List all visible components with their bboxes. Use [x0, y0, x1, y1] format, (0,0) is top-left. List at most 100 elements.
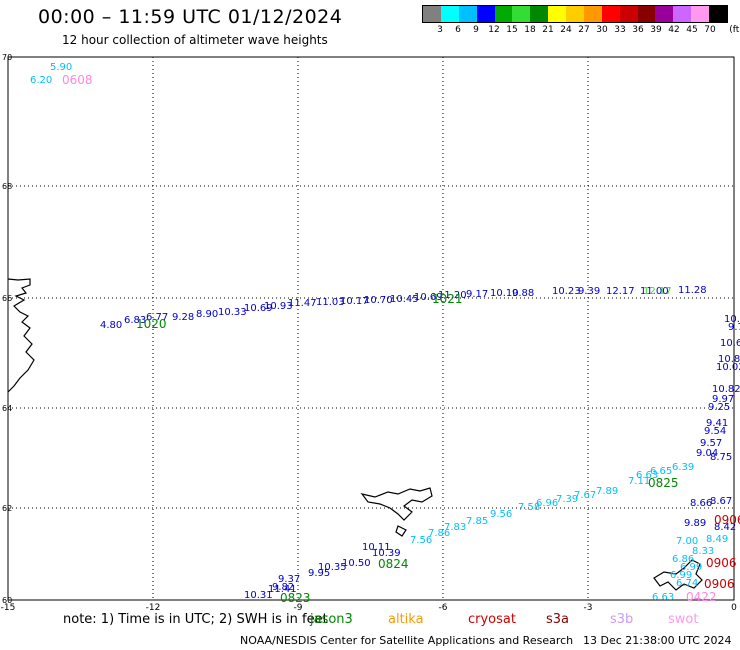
legend-unit-label: (ft)	[729, 25, 740, 35]
altimeter-track: 5.90 6.20	[30, 62, 72, 86]
coastlines	[7, 278, 703, 591]
latitude-label: 68	[2, 182, 12, 191]
legend-tick-label: 45	[686, 25, 698, 35]
coastline-shetland	[653, 559, 703, 591]
track-labels: 5.906.204.80 6.83 6.77 9.28 8.90 10.3310.6910…	[30, 62, 740, 603]
wave-height-label: 9.04	[696, 448, 718, 459]
pass-time-label: 0825	[648, 476, 679, 490]
legend-swatch	[458, 6, 477, 22]
legend-color-bar	[422, 5, 728, 23]
pass-time-label: 0906	[704, 577, 735, 591]
latitude-label: 60	[2, 596, 12, 605]
map-grid	[8, 57, 734, 600]
legend-swatch	[494, 6, 513, 22]
altimeter-track: 10.09.710.610.8210.0210.829.979.259.419.…	[684, 314, 740, 533]
wave-height-label: 9.56	[490, 509, 512, 520]
pass-time-label: 1021	[432, 292, 463, 306]
wave-height-label: 9.28	[172, 312, 194, 323]
wave-height-label: 9.41	[706, 418, 728, 429]
pass-time-label: 0906	[706, 556, 737, 570]
wave-height-label: 4.80	[100, 320, 122, 331]
legend-swatch	[619, 6, 638, 22]
satellite-legend-item: altika	[388, 612, 424, 627]
footer-timestamp: 13 Dec 21:38:00 UTC 2024	[583, 634, 732, 647]
footer-credit: NOAA/NESDIS Center for Satellite Applica…	[240, 634, 574, 647]
longitude-label: -9	[294, 603, 303, 613]
legend-tick-label: 18	[524, 25, 536, 35]
axis-labels: -15 -12 -9 -6 -3 0 70 68 66 64 62 60	[1, 53, 737, 613]
legend-tick-label: 42	[668, 25, 680, 35]
wave-height-label: 6.63	[652, 592, 674, 603]
satellite-legend-item: swot	[668, 612, 699, 627]
wave-height-label: 9.54	[704, 426, 726, 437]
legend-swatch	[709, 6, 727, 22]
legend-swatch	[512, 6, 531, 22]
wave-height-label: 9.39	[578, 286, 600, 297]
wave-height-label: 9.89	[684, 518, 706, 529]
latitude-label: 62	[2, 504, 12, 513]
wave-height-label: 7.89	[596, 486, 618, 497]
wave-height-label: 8.75	[710, 452, 732, 463]
wave-height-label: 12.17	[643, 286, 672, 297]
wave-height-label: 7.58	[518, 502, 540, 513]
legend-swatch	[655, 6, 674, 22]
longitude-label: -15	[1, 603, 16, 613]
legend-tick-label: 6	[455, 25, 461, 35]
pass-time-label: 0824	[378, 557, 409, 571]
legend-swatch	[566, 6, 584, 22]
legend-swatch	[601, 6, 620, 22]
wave-height-label: 7.00	[676, 536, 698, 547]
wave-height-label: 6.74	[676, 578, 698, 589]
legend-swatch	[440, 6, 459, 22]
latitude-label: 70	[2, 53, 12, 62]
longitude-label: 0	[731, 603, 737, 613]
wave-height-label: 10.82	[718, 354, 740, 365]
wave-height-label: 6.83	[124, 315, 146, 326]
legend-tick-label: 27	[578, 25, 590, 35]
wave-height-label: 8.90	[196, 309, 218, 320]
wave-height-label: 8.67	[710, 496, 732, 507]
wave-height-label: 10.0	[724, 314, 740, 325]
wave-height-label: 10.23	[552, 286, 581, 297]
wave-height-label: 6.77	[146, 312, 168, 323]
legend-swatch	[583, 6, 602, 22]
wave-height-label: 7.39	[556, 494, 578, 505]
satellite-legend-item: s3b	[610, 612, 634, 627]
wave-height-label: 11.20	[438, 290, 467, 301]
satellite-legend: jason3 altika cryosat s3a s3b swot	[0, 612, 740, 630]
legend-swatch	[476, 6, 495, 22]
coastline-faroe	[360, 487, 433, 521]
wave-height-label: 10.10	[490, 288, 519, 299]
wave-height-label: 6.86	[672, 554, 694, 565]
wave-height-label: 9.95	[308, 568, 330, 579]
wave-height-label: 10.31	[244, 590, 273, 601]
satellite-legend-item: cryosat	[468, 612, 516, 627]
wave-height-label: 9.57	[700, 438, 722, 449]
coastline-faroe-south	[395, 525, 407, 537]
wave-height-label: 7.86	[428, 528, 450, 539]
pass-time-labels: 0608102010210825082408230906090609060422	[62, 73, 740, 605]
legend-tick-label: 3	[437, 25, 443, 35]
page-title: 00:00 – 11:59 UTC 01/12/2024	[38, 6, 343, 28]
wave-height-label: 6.96	[536, 498, 558, 509]
legend-tick-label: 15	[506, 25, 518, 35]
pass-time-label: 1020	[136, 317, 167, 331]
wave-height-label: 6.99	[670, 570, 692, 581]
legend-tick-label: 70	[704, 25, 716, 35]
legend-tick-label: 24	[560, 25, 572, 35]
pass-time-label: 0906	[714, 513, 740, 527]
wave-height-label: 12.17	[606, 286, 635, 297]
legend-tick-label: 21	[542, 25, 554, 35]
legend-swatch	[637, 6, 656, 22]
wave-height-label: 9.37	[278, 574, 300, 585]
longitude-label: -3	[584, 603, 593, 613]
wave-height-label: 11.41	[268, 584, 297, 595]
wave-height-label: 9.97	[712, 394, 734, 405]
wave-height-label: 8.42	[714, 522, 736, 533]
wave-height-label: 7.67	[574, 490, 596, 501]
legend-tick-label: 9	[473, 25, 479, 35]
satellite-legend-item: s3a	[546, 612, 570, 627]
wave-height-label: 10.17	[340, 296, 369, 307]
